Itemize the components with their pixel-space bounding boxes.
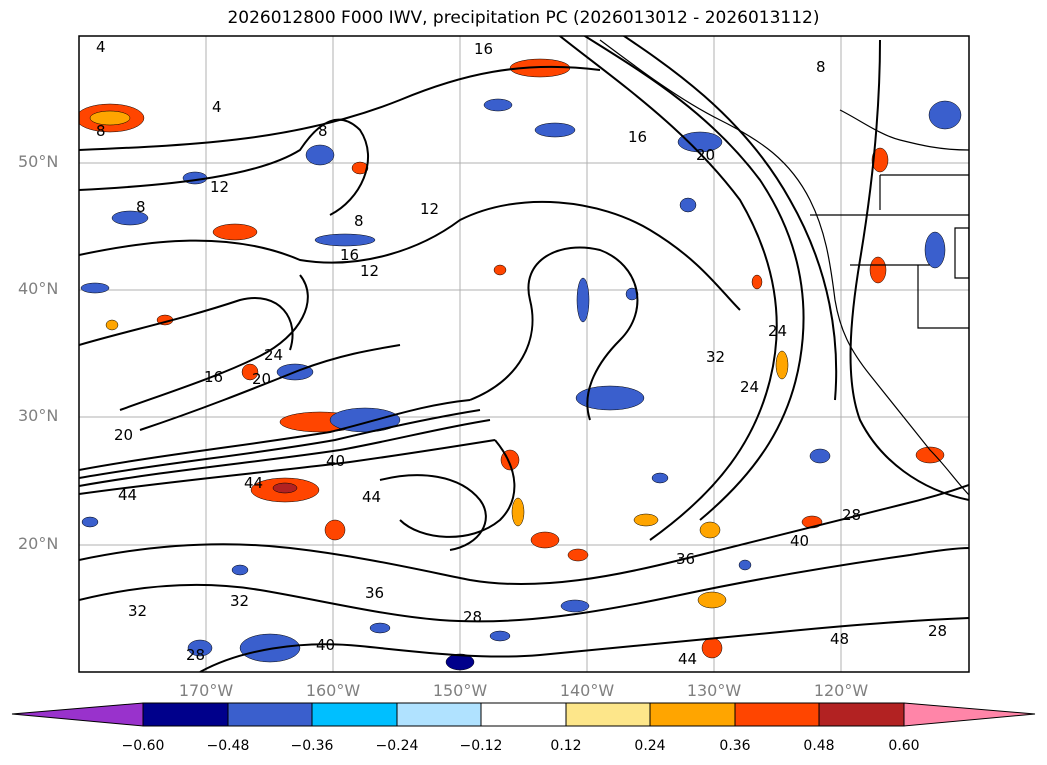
colorbar-swatch bbox=[227, 702, 313, 727]
contour-label: 28 bbox=[186, 646, 205, 664]
contour-label: 16 bbox=[474, 40, 493, 58]
colorbar-swatch bbox=[311, 702, 398, 727]
colorbar-swatch bbox=[396, 702, 482, 727]
colorbar-extend-high bbox=[903, 702, 1036, 727]
contour-label: 28 bbox=[928, 622, 947, 640]
contour-label: 24 bbox=[768, 322, 787, 340]
contour-label: 8 bbox=[816, 58, 826, 76]
colorbar-tick-label: 0.12 bbox=[550, 738, 582, 754]
contour-label: 36 bbox=[676, 550, 695, 568]
colorbar-tick-label: 0.48 bbox=[803, 738, 835, 754]
colorbar-swatch bbox=[565, 702, 651, 727]
lat-label: 50°N bbox=[18, 152, 59, 171]
contour-label: 48 bbox=[830, 630, 849, 648]
contour-label: 4 bbox=[96, 38, 106, 56]
colorbar-swatch bbox=[649, 702, 736, 727]
lat-label: 20°N bbox=[18, 534, 59, 553]
lon-label: 170°W bbox=[178, 681, 234, 700]
contour-label: 8 bbox=[96, 122, 106, 140]
contour-label: 44 bbox=[678, 650, 697, 668]
lat-label: 30°N bbox=[18, 406, 59, 425]
colorbar-tick-label: −0.48 bbox=[206, 738, 250, 754]
contour-label: 20 bbox=[252, 370, 271, 388]
lon-label: 120°W bbox=[813, 681, 869, 700]
contour-label: 12 bbox=[360, 262, 379, 280]
colorbar-tick-label: 0.24 bbox=[634, 738, 666, 754]
lon-label: 140°W bbox=[559, 681, 615, 700]
colorbar-extend-low bbox=[11, 702, 144, 727]
colorbar-swatch bbox=[818, 702, 905, 727]
contour-label: 12 bbox=[210, 178, 229, 196]
map-title: 2026012800 F000 IWV, precipitation PC (2… bbox=[227, 8, 820, 28]
lon-label: 160°W bbox=[305, 681, 361, 700]
contour-label: 40 bbox=[790, 532, 809, 550]
contour-label: 20 bbox=[114, 426, 133, 444]
contour-labels: 4 4 8 8 8 8 8 12 12 12 16 16 16 16 20 20… bbox=[96, 38, 947, 668]
contour-label: 44 bbox=[118, 486, 137, 504]
contour-label: 20 bbox=[696, 146, 715, 164]
contour-label: 16 bbox=[628, 128, 647, 146]
contour-label: 44 bbox=[244, 474, 263, 492]
colorbar-tick-label: −0.60 bbox=[121, 738, 165, 754]
lon-label: 130°W bbox=[686, 681, 742, 700]
contour-label: 36 bbox=[365, 584, 384, 602]
map-border bbox=[78, 35, 970, 673]
contour-label: 24 bbox=[264, 346, 283, 364]
contour-label: 44 bbox=[362, 488, 381, 506]
contour-label: 4 bbox=[212, 98, 222, 116]
colorbar-tick-label: 0.36 bbox=[719, 738, 751, 754]
iwv-contours bbox=[79, 36, 969, 672]
lat-label: 40°N bbox=[18, 279, 59, 298]
contour-label: 40 bbox=[316, 636, 335, 654]
contour-label: 12 bbox=[420, 200, 439, 218]
contour-label: 8 bbox=[318, 122, 328, 140]
lon-label: 150°W bbox=[432, 681, 488, 700]
colorbar-tick-label: −0.24 bbox=[375, 738, 419, 754]
contour-label: 24 bbox=[740, 378, 759, 396]
contour-label: 16 bbox=[340, 246, 359, 264]
colorbar-tick-label: −0.36 bbox=[290, 738, 334, 754]
colorbar-swatch bbox=[480, 702, 567, 727]
coastline bbox=[599, 39, 969, 496]
contour-label: 28 bbox=[463, 608, 482, 626]
contour-label: 8 bbox=[136, 198, 146, 216]
contour-label: 8 bbox=[354, 212, 364, 230]
colorbar-tick-label: −0.12 bbox=[459, 738, 503, 754]
colorbar-swatch bbox=[142, 702, 229, 727]
colorbar bbox=[11, 702, 1036, 727]
contour-label: 32 bbox=[128, 602, 147, 620]
contour-label: 28 bbox=[842, 506, 861, 524]
contour-label: 32 bbox=[230, 592, 249, 610]
precipitation-patches bbox=[79, 58, 962, 671]
contour-label: 32 bbox=[706, 348, 725, 366]
contour-label: 16 bbox=[204, 368, 223, 386]
colorbar-swatch bbox=[734, 702, 820, 727]
colorbar-tick-label: 0.60 bbox=[888, 738, 920, 754]
contour-label: 40 bbox=[326, 452, 345, 470]
